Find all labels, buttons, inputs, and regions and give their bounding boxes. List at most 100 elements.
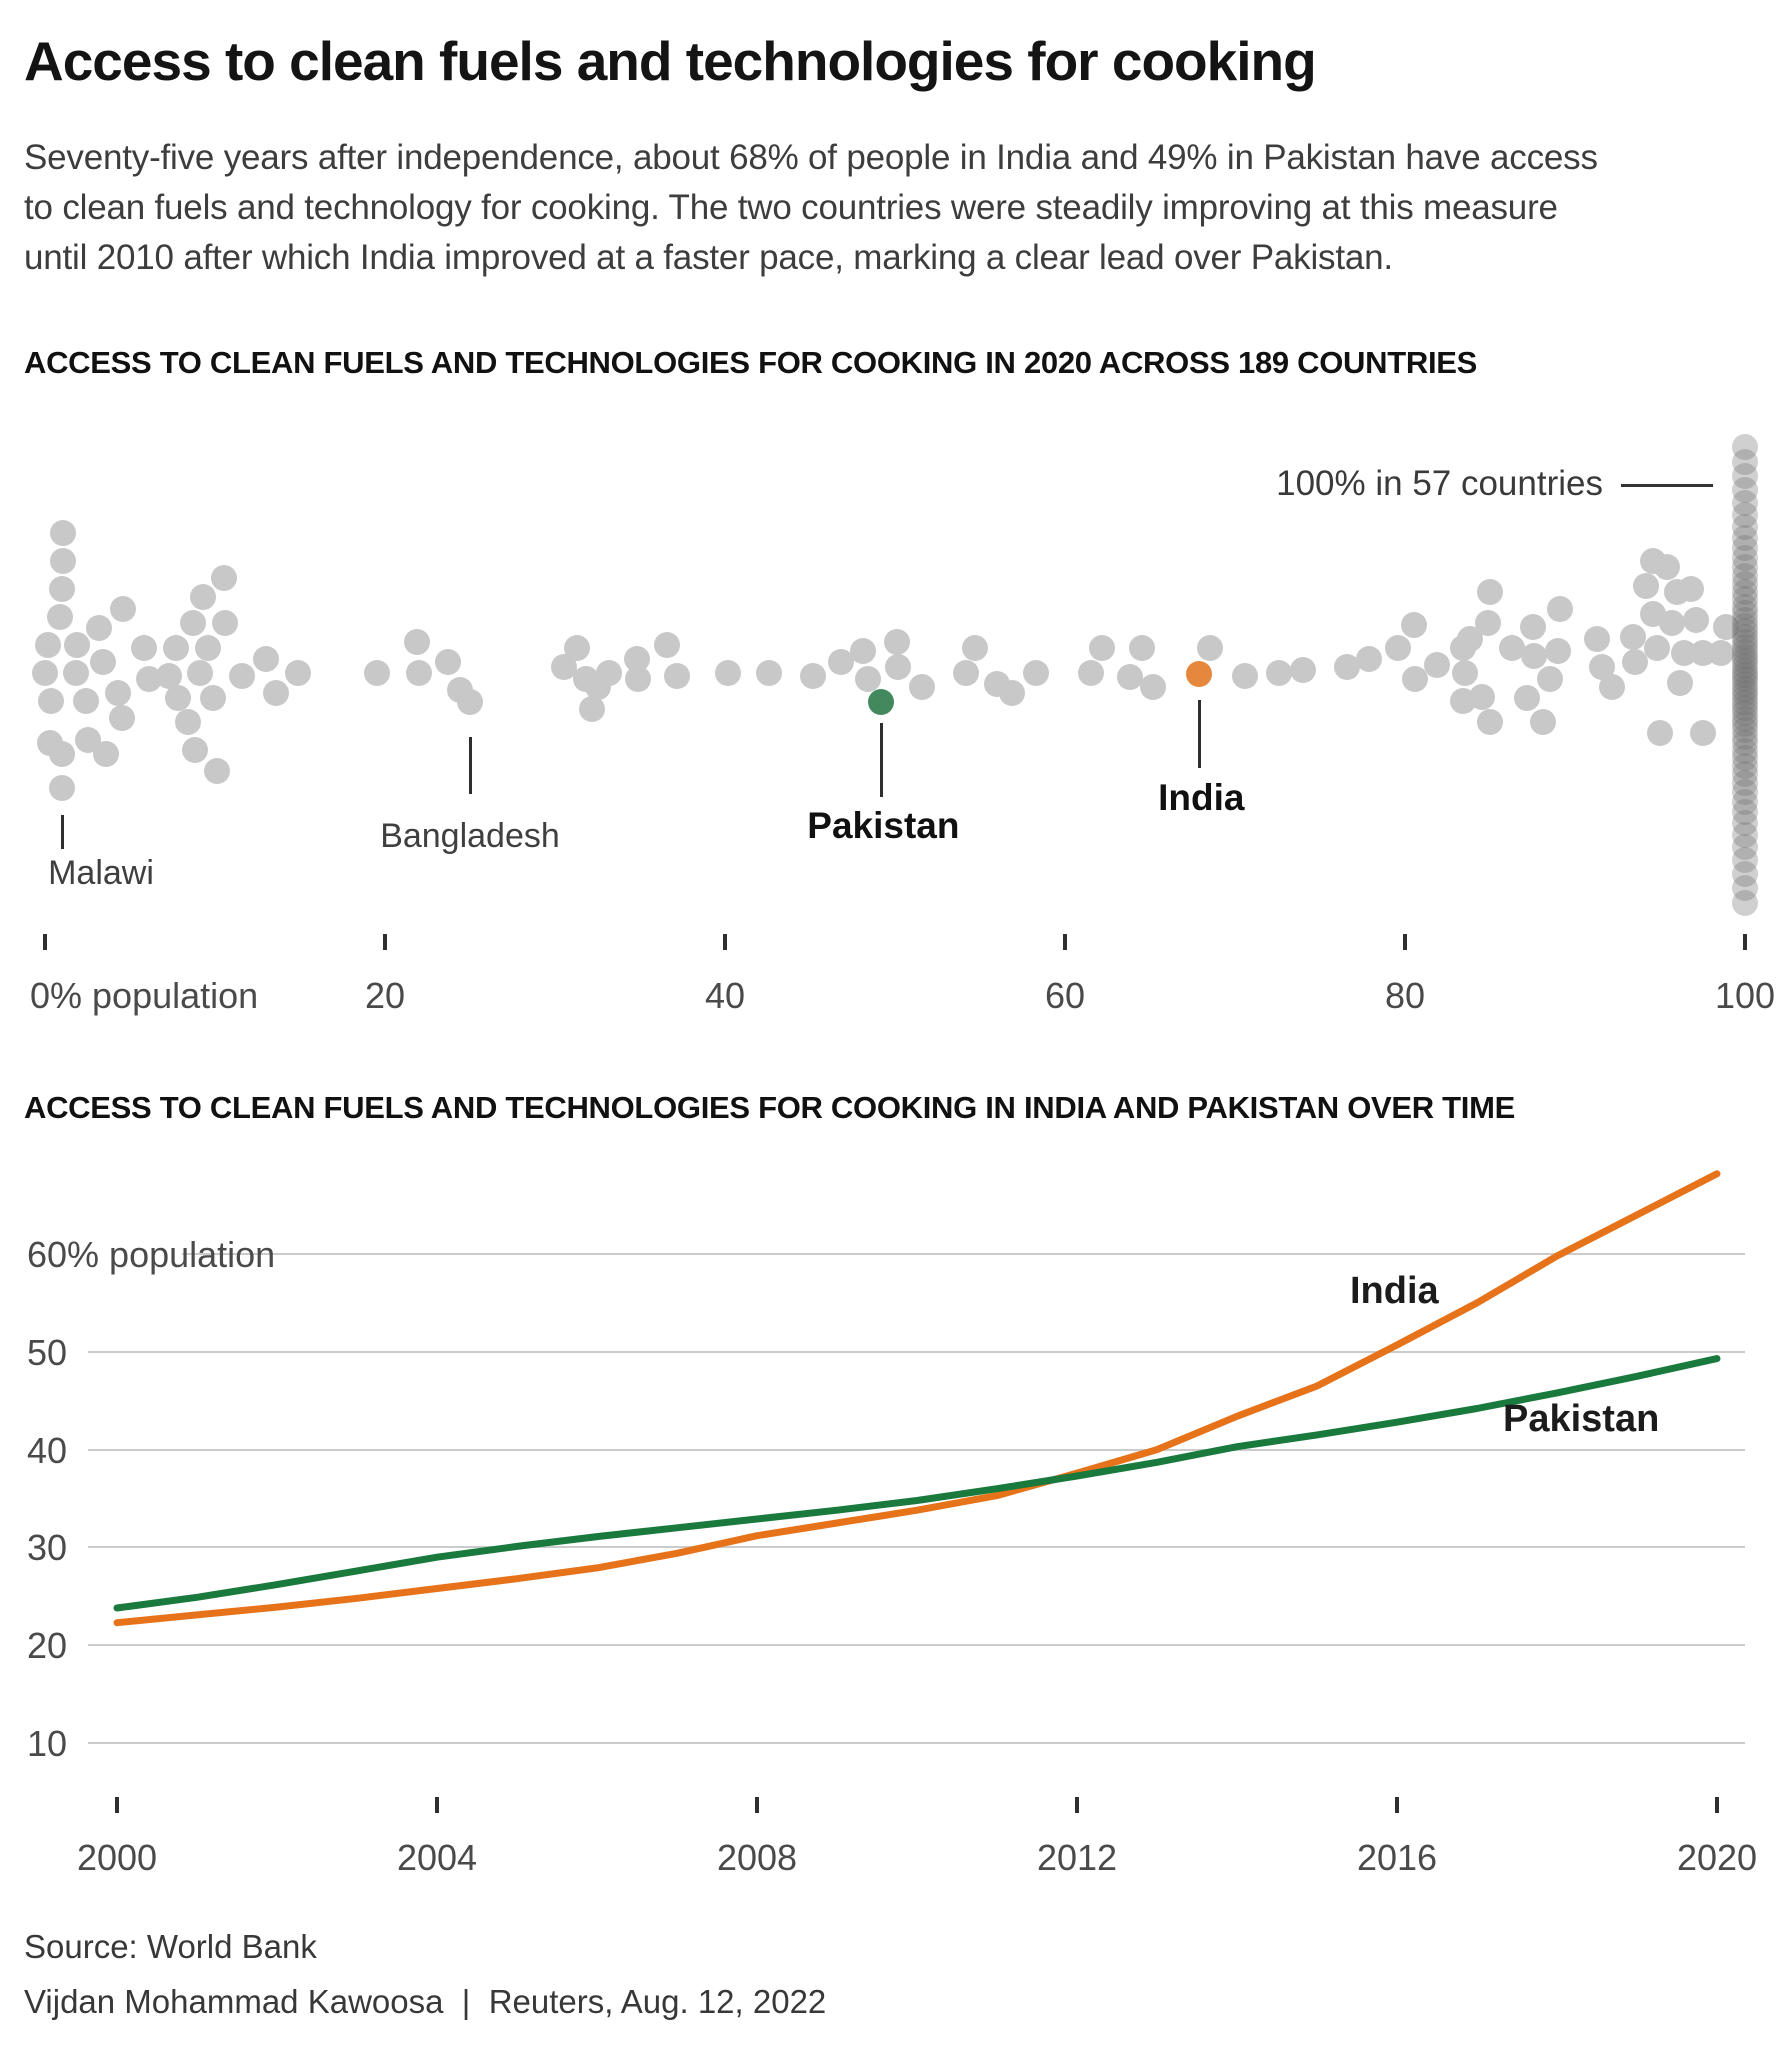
stack-dot-100pct <box>1732 618 1758 645</box>
country-dot <box>1667 669 1694 696</box>
country-dot <box>885 654 912 681</box>
country-dot <box>37 688 64 714</box>
intro-line-1: Seventy-five years after independence, a… <box>24 138 1598 177</box>
gridline-10 <box>88 1742 1745 1744</box>
stack-dot-100pct <box>1732 670 1758 697</box>
stack-dot-100pct <box>1732 689 1758 716</box>
country-dot <box>953 660 980 686</box>
country-dot <box>1451 660 1478 686</box>
country-dot <box>1116 664 1143 691</box>
stack-dot-100pct <box>1732 846 1758 873</box>
year-tick-2004 <box>435 1797 439 1813</box>
intro-line-2: to clean fuels and technology for cookin… <box>24 188 1558 227</box>
country-dot <box>1689 720 1716 747</box>
gridline-50 <box>88 1350 1745 1353</box>
country-dot <box>49 520 76 546</box>
country-dot <box>1519 613 1546 640</box>
beeswarm-axis-label-80: 80 <box>1384 975 1426 1016</box>
stack-dot-100pct <box>1732 675 1758 702</box>
pakistan-line <box>113 1355 1721 1612</box>
country-dot <box>854 665 881 692</box>
stack-dot-100pct <box>1732 860 1758 887</box>
country-dot <box>62 660 89 686</box>
country-dot <box>625 665 652 692</box>
country-dot <box>1529 709 1556 735</box>
y-axis-label-30: 30 <box>27 1527 68 1569</box>
country-dot <box>1499 634 1526 661</box>
year-label-2016: 2016 <box>1356 1837 1438 1878</box>
year-tick-2016 <box>1395 1797 1399 1813</box>
country-dot <box>1713 613 1740 640</box>
country-dot <box>1290 657 1316 684</box>
y-axis-label-20: 20 <box>27 1625 68 1667</box>
page-title: Access to clean fuels and technologies f… <box>24 30 1317 92</box>
stack-dot-100pct <box>1732 643 1758 670</box>
stack-dot-100pct <box>1732 788 1758 815</box>
country-dot <box>756 660 783 686</box>
stack-dot-100pct <box>1732 761 1758 788</box>
country-dot <box>564 634 591 661</box>
source-credit: Source: World Bank <box>24 1928 317 1965</box>
country-dot <box>1647 720 1673 747</box>
country-dot <box>1546 595 1573 622</box>
stack-dot-100pct <box>1732 648 1758 675</box>
stack-dot-100pct <box>1732 684 1758 711</box>
intro-line-3: until 2010 after which India improved at… <box>24 238 1393 277</box>
stack-dot-100pct <box>1732 799 1758 826</box>
stack-dot-100pct <box>1732 744 1758 771</box>
y-axis-label-50: 50 <box>27 1331 68 1373</box>
country-dot <box>285 660 312 686</box>
country-dot <box>130 634 157 661</box>
country-dot <box>263 679 290 706</box>
stack-dot-100pct <box>1732 653 1758 679</box>
stack-dot-100pct <box>1732 662 1758 688</box>
stack-dot-100pct <box>1732 711 1758 738</box>
country-dot <box>186 660 213 686</box>
country-dot <box>1400 612 1427 639</box>
country-dot <box>654 632 681 658</box>
stack-dot-100pct <box>1732 634 1758 661</box>
stack-dot-100pct <box>1732 694 1758 721</box>
beeswarm-axis-label-20: 20 <box>364 975 406 1016</box>
country-dot <box>32 660 58 686</box>
stack-dot-100pct <box>1732 666 1758 693</box>
country-dot <box>105 679 132 706</box>
stack-dot-100pct <box>1732 752 1758 779</box>
country-dot <box>156 662 183 689</box>
beeswarm-axis-tick-0 <box>43 934 47 950</box>
bangladesh-leader-line <box>468 737 472 794</box>
byline: Vijdan Mohammad Kawoosa | Reuters, Aug. … <box>24 1983 827 2020</box>
stack-dot-100pct <box>1732 489 1758 516</box>
india-dot <box>1186 661 1213 688</box>
stack-dot-100pct <box>1732 639 1758 666</box>
country-dot <box>174 709 201 735</box>
india-line <box>113 1170 1721 1627</box>
country-dot <box>49 741 75 768</box>
stack-dot-100pct <box>1732 890 1758 916</box>
stack-dot-100pct <box>1732 535 1758 562</box>
beeswarm-axis-tick-100 <box>1743 934 1747 950</box>
stack-dot-100pct <box>1732 477 1758 503</box>
bangladesh-label: Bangladesh <box>380 817 560 855</box>
country-dot <box>47 604 74 630</box>
country-dot <box>1232 662 1259 689</box>
stack-dot-100pct <box>1732 571 1758 598</box>
country-dot <box>89 648 116 675</box>
country-dot <box>1584 626 1611 653</box>
country-dot <box>715 660 742 686</box>
stack-dot-100pct <box>1732 562 1758 589</box>
country-dot <box>664 662 691 689</box>
malawi-leader-line <box>60 815 64 849</box>
beeswarm-axis-label-100: 100 <box>1714 975 1776 1016</box>
country-dot <box>1658 609 1685 636</box>
country-dot <box>229 662 256 689</box>
country-dot <box>999 679 1026 706</box>
stack-dot-100pct <box>1732 821 1758 848</box>
stack-dot-100pct <box>1732 513 1758 540</box>
country-dot <box>1356 646 1383 672</box>
country-dot <box>200 685 227 712</box>
country-dot <box>212 609 239 636</box>
